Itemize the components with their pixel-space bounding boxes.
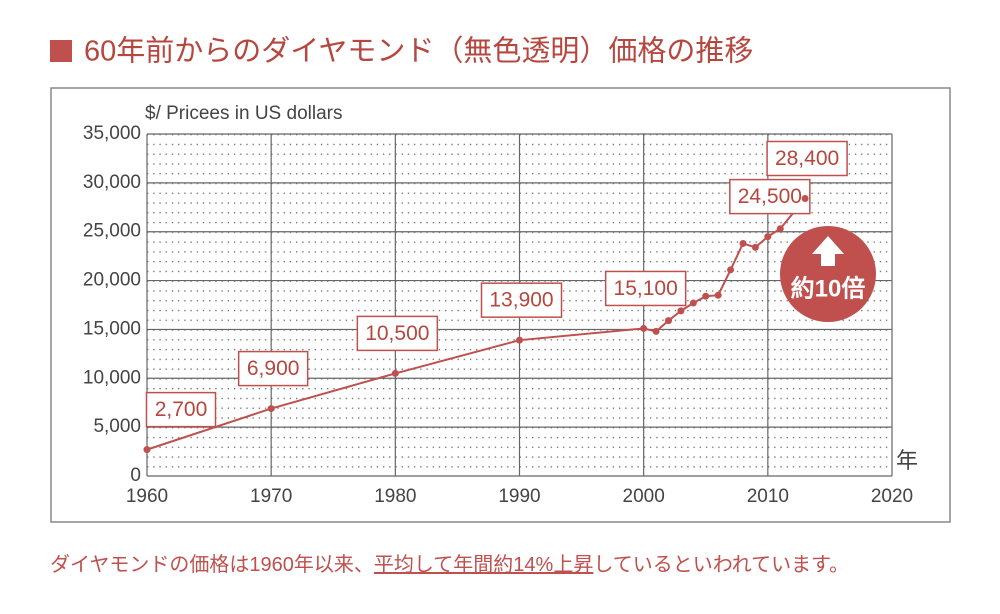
x-tick-label: 1980	[374, 486, 416, 507]
footer: ダイヤモンドの価格は1960年以来、平均して年間約14%上昇しているといわれてい…	[50, 553, 849, 576]
y-tick-label: 5,000	[93, 416, 141, 437]
data-label: 13,900	[489, 289, 553, 312]
point	[739, 239, 747, 247]
data-label: 2,700	[155, 398, 208, 421]
x-tick-label: 2000	[623, 486, 665, 507]
x-tick-label: 2020	[871, 486, 913, 507]
badge: 約10倍	[780, 226, 876, 322]
badge-text: 約10倍	[791, 274, 866, 302]
point	[143, 446, 151, 454]
point	[391, 369, 399, 377]
badge-circle	[780, 226, 876, 322]
point	[801, 194, 809, 202]
label-box	[766, 140, 848, 177]
footer-highlight: 平均して年間約14%上昇	[374, 553, 593, 576]
point	[652, 327, 660, 335]
point	[640, 324, 648, 332]
point	[764, 233, 772, 241]
y-tick-label: 35,000	[83, 123, 141, 144]
data-label: 15,100	[614, 277, 678, 300]
y-tick-label: 30,000	[83, 172, 141, 193]
y-tick-label: 0	[130, 465, 141, 486]
label-box	[604, 270, 687, 307]
y-tick-label: 15,000	[83, 318, 141, 339]
x-axis-label: 年	[896, 448, 918, 473]
y-tick-label: 20,000	[83, 270, 141, 291]
label-box	[237, 350, 309, 387]
point	[727, 266, 735, 274]
chart-title: 60年前からのダイヤモンド（無色透明）価格の推移	[84, 35, 753, 68]
footer-text: ダイヤモンドの価格は1960年以来、	[50, 553, 374, 576]
y-tick-label: 10,000	[83, 367, 141, 388]
badge-arrow	[812, 236, 844, 266]
x-tick-label: 1990	[498, 486, 540, 507]
point	[267, 405, 275, 413]
label-box	[145, 391, 217, 428]
label-box	[356, 315, 439, 352]
label-box	[729, 178, 811, 215]
y-tick-label: 25,000	[83, 221, 141, 242]
data-label: 6,900	[247, 357, 300, 380]
point	[714, 291, 722, 299]
point	[751, 243, 759, 251]
point	[677, 307, 685, 315]
data-label: 10,500	[365, 322, 429, 345]
data-label: 24,500	[738, 185, 802, 208]
point	[665, 317, 672, 325]
footer-text: しているといわれています。	[593, 554, 849, 576]
label-box	[480, 282, 563, 318]
x-tick-label: 1960	[126, 486, 168, 507]
data-label: 28,400	[775, 147, 839, 170]
y-axis-label: $/ Pricees in US dollars	[145, 103, 342, 124]
point	[702, 292, 710, 300]
point	[776, 225, 784, 233]
x-tick-label: 1970	[250, 486, 292, 507]
chart-frame	[50, 87, 951, 523]
x-tick-label: 2010	[747, 486, 789, 507]
point	[689, 299, 697, 307]
point	[516, 336, 523, 344]
title-marker	[50, 40, 72, 62]
